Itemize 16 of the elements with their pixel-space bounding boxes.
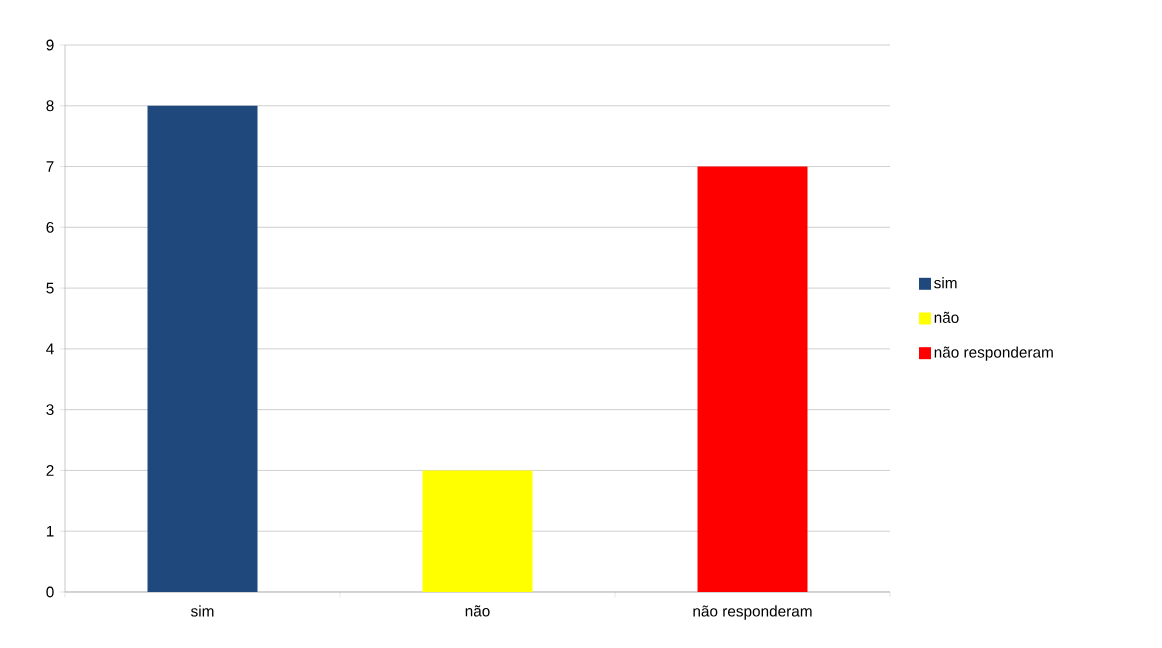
y-tick-label: 2 [46,465,54,476]
y-tick-label: 3 [46,404,54,416]
x-tick-label: não [465,605,490,617]
y-tick-label: 8 [46,100,54,112]
y-tick-label: 0 [46,586,54,598]
y-tick-label: 6 [46,221,54,233]
legend-label: não responderam [934,346,1053,361]
y-tick-label: 7 [46,161,54,172]
y-tick-label: 1 [46,525,54,537]
legend-label: não [934,311,959,323]
y-tick-label: 4 [46,343,54,355]
x-tick-label: sim [191,605,214,617]
y-tick-label: 5 [46,282,54,294]
y-tick-label: 9 [46,39,54,51]
x-tick-label: não responderam [693,605,812,620]
legend-label: sim [934,277,957,289]
